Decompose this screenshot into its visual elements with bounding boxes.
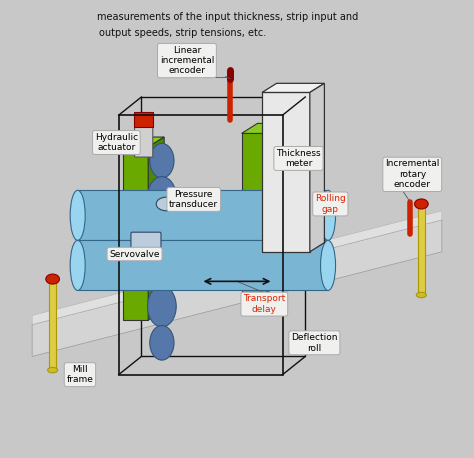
Polygon shape [78,191,328,240]
Ellipse shape [320,191,336,240]
Ellipse shape [415,199,428,209]
FancyBboxPatch shape [134,113,153,127]
Ellipse shape [146,211,178,256]
Text: Hydraulic
actuator: Hydraulic actuator [95,133,138,152]
Ellipse shape [416,201,427,207]
Polygon shape [49,279,56,370]
Polygon shape [242,123,283,133]
Text: Mill
frame: Mill frame [66,365,93,384]
Ellipse shape [320,240,336,290]
Text: Rolling
gap: Rolling gap [315,194,346,214]
Polygon shape [148,137,164,320]
Ellipse shape [147,286,176,327]
Polygon shape [32,211,442,325]
Ellipse shape [46,274,59,284]
Ellipse shape [70,191,85,240]
Polygon shape [262,83,324,93]
Text: Servovalve: Servovalve [109,250,160,258]
Polygon shape [123,137,164,147]
Polygon shape [262,93,310,252]
Ellipse shape [146,247,178,293]
Ellipse shape [416,292,427,298]
Text: measurements of the input thickness, strip input and: measurements of the input thickness, str… [97,12,358,22]
Text: Transport
delay: Transport delay [243,294,285,314]
Ellipse shape [150,326,174,360]
Ellipse shape [150,143,174,178]
Ellipse shape [70,240,85,290]
Text: Deflection
roll: Deflection roll [291,333,337,353]
Ellipse shape [47,276,58,282]
FancyBboxPatch shape [135,123,153,157]
Text: Pressure
transducer: Pressure transducer [169,190,219,209]
FancyBboxPatch shape [131,232,161,251]
Ellipse shape [156,197,177,211]
Ellipse shape [147,177,176,218]
Text: Linear
incremental
encoder: Linear incremental encoder [160,46,214,76]
Text: Thickness
meter: Thickness meter [276,149,321,168]
Polygon shape [310,83,324,252]
Polygon shape [266,123,283,293]
Text: Incremental
rotary
encoder: Incremental rotary encoder [385,159,439,189]
Polygon shape [32,220,442,356]
Polygon shape [242,133,266,293]
Text: output speeds, strip tensions, etc.: output speeds, strip tensions, etc. [99,28,266,38]
Ellipse shape [47,367,58,373]
Polygon shape [418,204,425,295]
Polygon shape [123,147,148,320]
Polygon shape [78,240,328,290]
